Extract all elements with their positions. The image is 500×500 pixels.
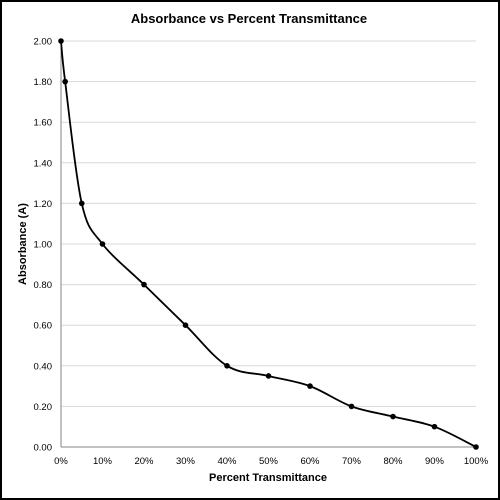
x-tick-label: 50% xyxy=(259,456,279,467)
grid xyxy=(61,40,476,407)
x-tick-label: 40% xyxy=(217,456,237,467)
chart-title: Absorbance vs Percent Transmittance xyxy=(131,11,367,26)
y-tick-label: 1.60 xyxy=(34,118,53,129)
data-point xyxy=(348,403,355,410)
x-tick-label: 60% xyxy=(300,456,320,467)
data-point xyxy=(265,373,272,379)
y-tick-label: 1.40 xyxy=(34,158,53,169)
x-tick-label: 20% xyxy=(134,456,154,467)
data-point xyxy=(99,241,106,247)
x-axis-title: Percent Transmittance xyxy=(209,472,327,484)
data-point xyxy=(307,383,313,389)
x-tick-label: 30% xyxy=(176,456,196,467)
x-tick-label: 90% xyxy=(425,456,445,467)
y-tick-label: 0.40 xyxy=(34,361,53,372)
y-tick-label: 1.00 xyxy=(34,240,53,251)
y-tick-label: 0.80 xyxy=(34,280,53,291)
data-point xyxy=(473,444,479,450)
data-point xyxy=(58,38,64,44)
x-tick-label: 10% xyxy=(93,456,113,467)
y-tick-labels: 0.00 0.20 0.40 0.60 0.80 1.00 1.20 1.40 1.60 1.80… xyxy=(34,37,53,454)
data-point xyxy=(78,200,85,207)
data-point xyxy=(390,413,396,420)
x-tick-label: 80% xyxy=(383,456,403,467)
data-point xyxy=(182,322,189,329)
x-tick-labels: 0% 10% 20% 30% 40% 50% 60% 70% 80% 90% 100% xyxy=(54,456,489,467)
y-tick-label: 0.00 xyxy=(34,443,53,454)
y-tick-label: 1.80 xyxy=(34,77,53,88)
data-point xyxy=(431,423,438,430)
x-tick-label: 0% xyxy=(54,456,68,467)
data-point xyxy=(141,281,147,288)
x-tick-label: 70% xyxy=(342,456,362,467)
y-tick-label: 0.20 xyxy=(34,402,53,413)
data-point xyxy=(62,78,68,85)
series xyxy=(58,38,479,450)
y-tick-label: 2.00 xyxy=(34,37,53,48)
axes xyxy=(60,41,476,448)
data-point xyxy=(224,363,230,369)
y-tick-label: 1.20 xyxy=(34,199,53,210)
y-axis-title: Absorbance (A) xyxy=(17,203,29,285)
y-tick-label: 0.60 xyxy=(34,321,53,332)
x-tick-label: 100% xyxy=(464,456,489,467)
